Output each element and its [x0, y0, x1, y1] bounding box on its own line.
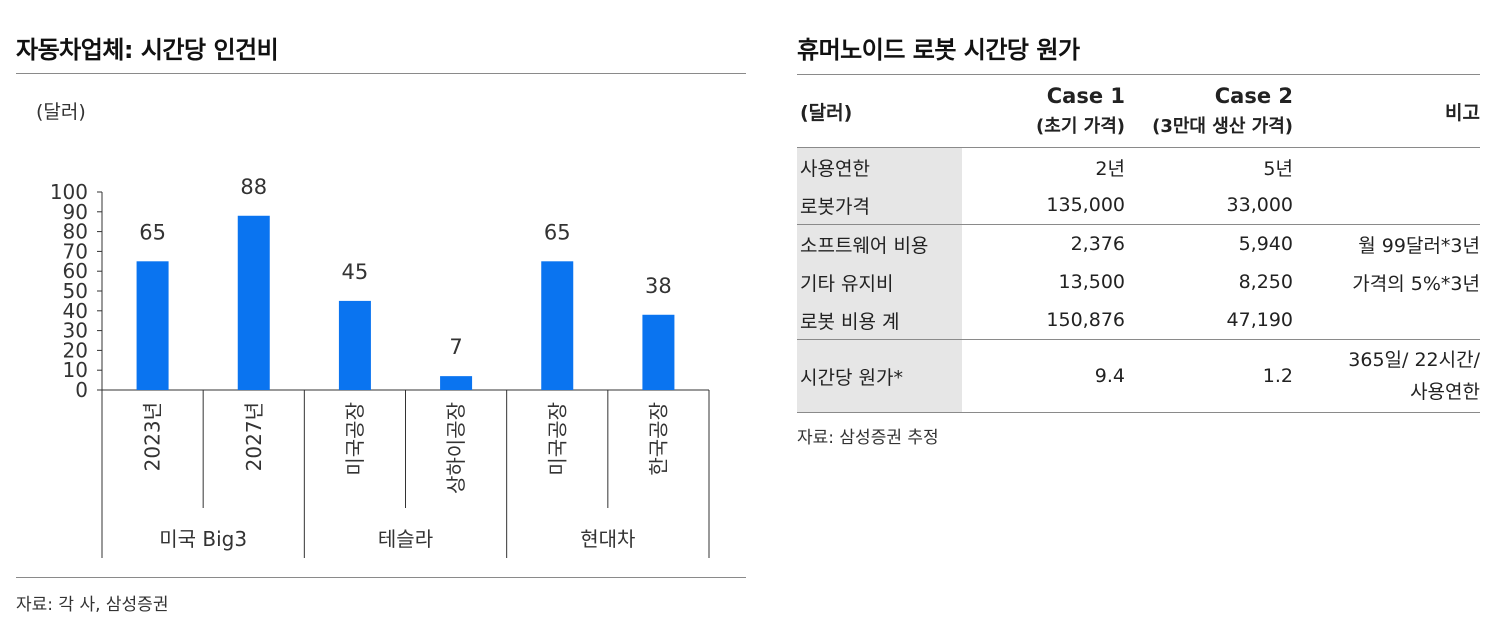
- bar-value-label: 65: [139, 220, 166, 244]
- header-case1: Case 1 (초기 가격): [962, 75, 1127, 148]
- bar-value-label: 45: [342, 260, 369, 284]
- chart-title-rule: [16, 73, 746, 74]
- y-tick-label: 70: [63, 239, 88, 263]
- row-case2: 8,250: [1238, 271, 1293, 293]
- row-case1: 9.4: [962, 339, 1127, 413]
- y-tick-label: 60: [63, 259, 88, 283]
- row-label: 기타 유지비: [797, 263, 962, 301]
- y-tick-label: 100: [50, 180, 88, 204]
- header-case2-title: Case 2: [1214, 84, 1293, 108]
- chart-panel-title: 자동차업체: 시간당 인건비: [16, 36, 279, 64]
- bar: [440, 376, 473, 390]
- x-category-label: 미국공장: [545, 402, 569, 476]
- row-remark: 월 99달러*3년: [1295, 224, 1480, 263]
- row-remark: 가격의 5%*3년: [1352, 272, 1480, 295]
- row-remark: [1295, 147, 1480, 186]
- row-label: 시간당 원가*: [797, 339, 962, 413]
- x-category-label: 2023년: [141, 402, 165, 471]
- row-case2: 5,940: [1127, 224, 1295, 263]
- row-label: 로봇 비용 계: [797, 301, 962, 340]
- table-row: 기타 유지비 13,500 8,250 가격의 5%*3년: [797, 263, 1480, 301]
- bar-value-label: 7: [449, 335, 462, 359]
- row-case2: 1.2: [1127, 339, 1295, 413]
- y-tick-label: 80: [63, 220, 88, 244]
- bar: [338, 300, 371, 390]
- bar: [237, 215, 270, 390]
- header-unit: (달러): [800, 101, 853, 124]
- table-row: 로봇 비용 계 150,876 47,190: [797, 301, 1480, 340]
- row-remark: [1295, 301, 1480, 340]
- y-tick-label: 50: [63, 279, 88, 303]
- row-remark: [1295, 186, 1480, 225]
- header-case1-sub: (초기 가격): [1036, 116, 1125, 137]
- x-category-label: 2027년: [242, 402, 266, 471]
- chart-source-rule: [16, 577, 746, 578]
- bar-value-label: 88: [240, 175, 267, 199]
- group-label: 테슬라: [378, 527, 433, 551]
- y-tick-label: 20: [63, 338, 88, 362]
- chart-unit-label: (달러): [36, 101, 86, 123]
- group-label: 미국 Big3: [159, 527, 247, 551]
- y-tick-label: 30: [63, 319, 88, 343]
- bar: [541, 261, 574, 390]
- row-case2: 47,190: [1226, 309, 1293, 331]
- table-source: 자료: 삼성증권 추정: [797, 428, 939, 448]
- y-tick-label: 40: [63, 299, 88, 323]
- bar: [642, 314, 675, 390]
- header-case1-title: Case 1: [1046, 84, 1125, 108]
- row-label: 소프트웨어 비용: [797, 224, 962, 263]
- robot-cost-table: (달러) Case 1 (초기 가격) Case 2 (3만대 생산 가격) 비…: [797, 74, 1480, 413]
- y-tick-label: 90: [63, 200, 88, 224]
- row-case1: 150,876: [1046, 309, 1125, 331]
- table-row: 사용연한 2년 5년: [797, 147, 1480, 186]
- chart-source: 자료: 각 사, 삼성증권: [16, 595, 169, 615]
- x-category-label: 미국공장: [343, 402, 367, 476]
- header-case2-sub: (3만대 생산 가격): [1152, 116, 1293, 137]
- row-case1: 13,500: [1058, 271, 1125, 293]
- table-panel-title: 휴머노이드 로봇 시간당 원가: [797, 36, 1080, 64]
- cost-table-wrap: (달러) Case 1 (초기 가격) Case 2 (3만대 생산 가격) 비…: [797, 74, 1480, 448]
- row-label: 사용연한: [797, 147, 962, 186]
- row-remark-line1: 365일/ 22시간/: [1348, 349, 1480, 371]
- x-category-label: 상하이공장: [444, 402, 468, 494]
- table-row: 시간당 원가* 9.4 1.2 365일/ 22시간/ 사용연한: [797, 339, 1480, 413]
- bar: [136, 261, 169, 390]
- row-remark: 365일/ 22시간/ 사용연한: [1295, 339, 1480, 413]
- group-label: 현대차: [580, 527, 635, 551]
- row-case1: 2년: [962, 147, 1127, 186]
- row-case2: 5년: [1127, 147, 1295, 186]
- row-remark-line2: 사용연한: [1410, 381, 1480, 403]
- y-tick-label: 0: [75, 378, 88, 402]
- table-row: 소프트웨어 비용 2,376 5,940 월 99달러*3년: [797, 224, 1480, 263]
- header-case2: Case 2 (3만대 생산 가격): [1127, 75, 1295, 148]
- row-label: 로봇가격: [797, 186, 962, 225]
- bar-value-label: 65: [544, 220, 571, 244]
- header-remark: 비고: [1445, 101, 1480, 124]
- row-case1: 135,000: [1046, 194, 1125, 216]
- x-category-label: 한국공장: [646, 402, 670, 476]
- row-case1: 2,376: [962, 224, 1127, 263]
- table-header-row: (달러) Case 1 (초기 가격) Case 2 (3만대 생산 가격) 비…: [797, 74, 1480, 148]
- row-case2: 33,000: [1226, 194, 1293, 216]
- bar-value-label: 38: [645, 274, 672, 298]
- y-tick-label: 10: [63, 358, 88, 382]
- table-row: 로봇가격 135,000 33,000: [797, 186, 1480, 225]
